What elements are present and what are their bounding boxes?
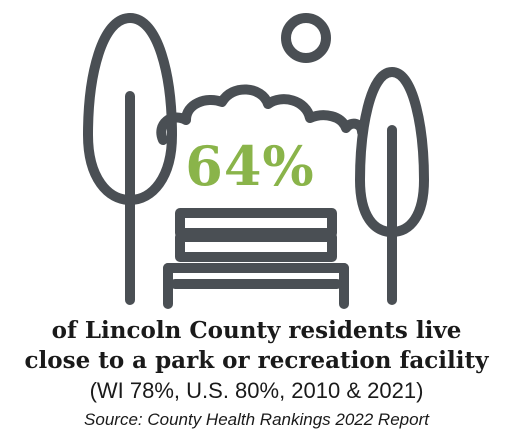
cloud-icon <box>156 84 367 145</box>
caption-line-2: close to a park or recreation facility <box>24 347 489 374</box>
tree-icon <box>83 13 177 305</box>
park-bench-icon <box>163 208 349 309</box>
comparison-text: (WI 78%, U.S. 80%, 2010 & 2021) <box>89 378 424 403</box>
sun-icon <box>281 13 331 63</box>
stat-value: 64% <box>185 134 315 198</box>
source-citation: Source: County Health Rankings 2022 Repo… <box>84 410 429 429</box>
caption-line-1: of Lincoln County residents live <box>51 317 462 344</box>
caption: of Lincoln County residents live close t… <box>0 316 513 432</box>
tree-icon <box>355 67 429 305</box>
